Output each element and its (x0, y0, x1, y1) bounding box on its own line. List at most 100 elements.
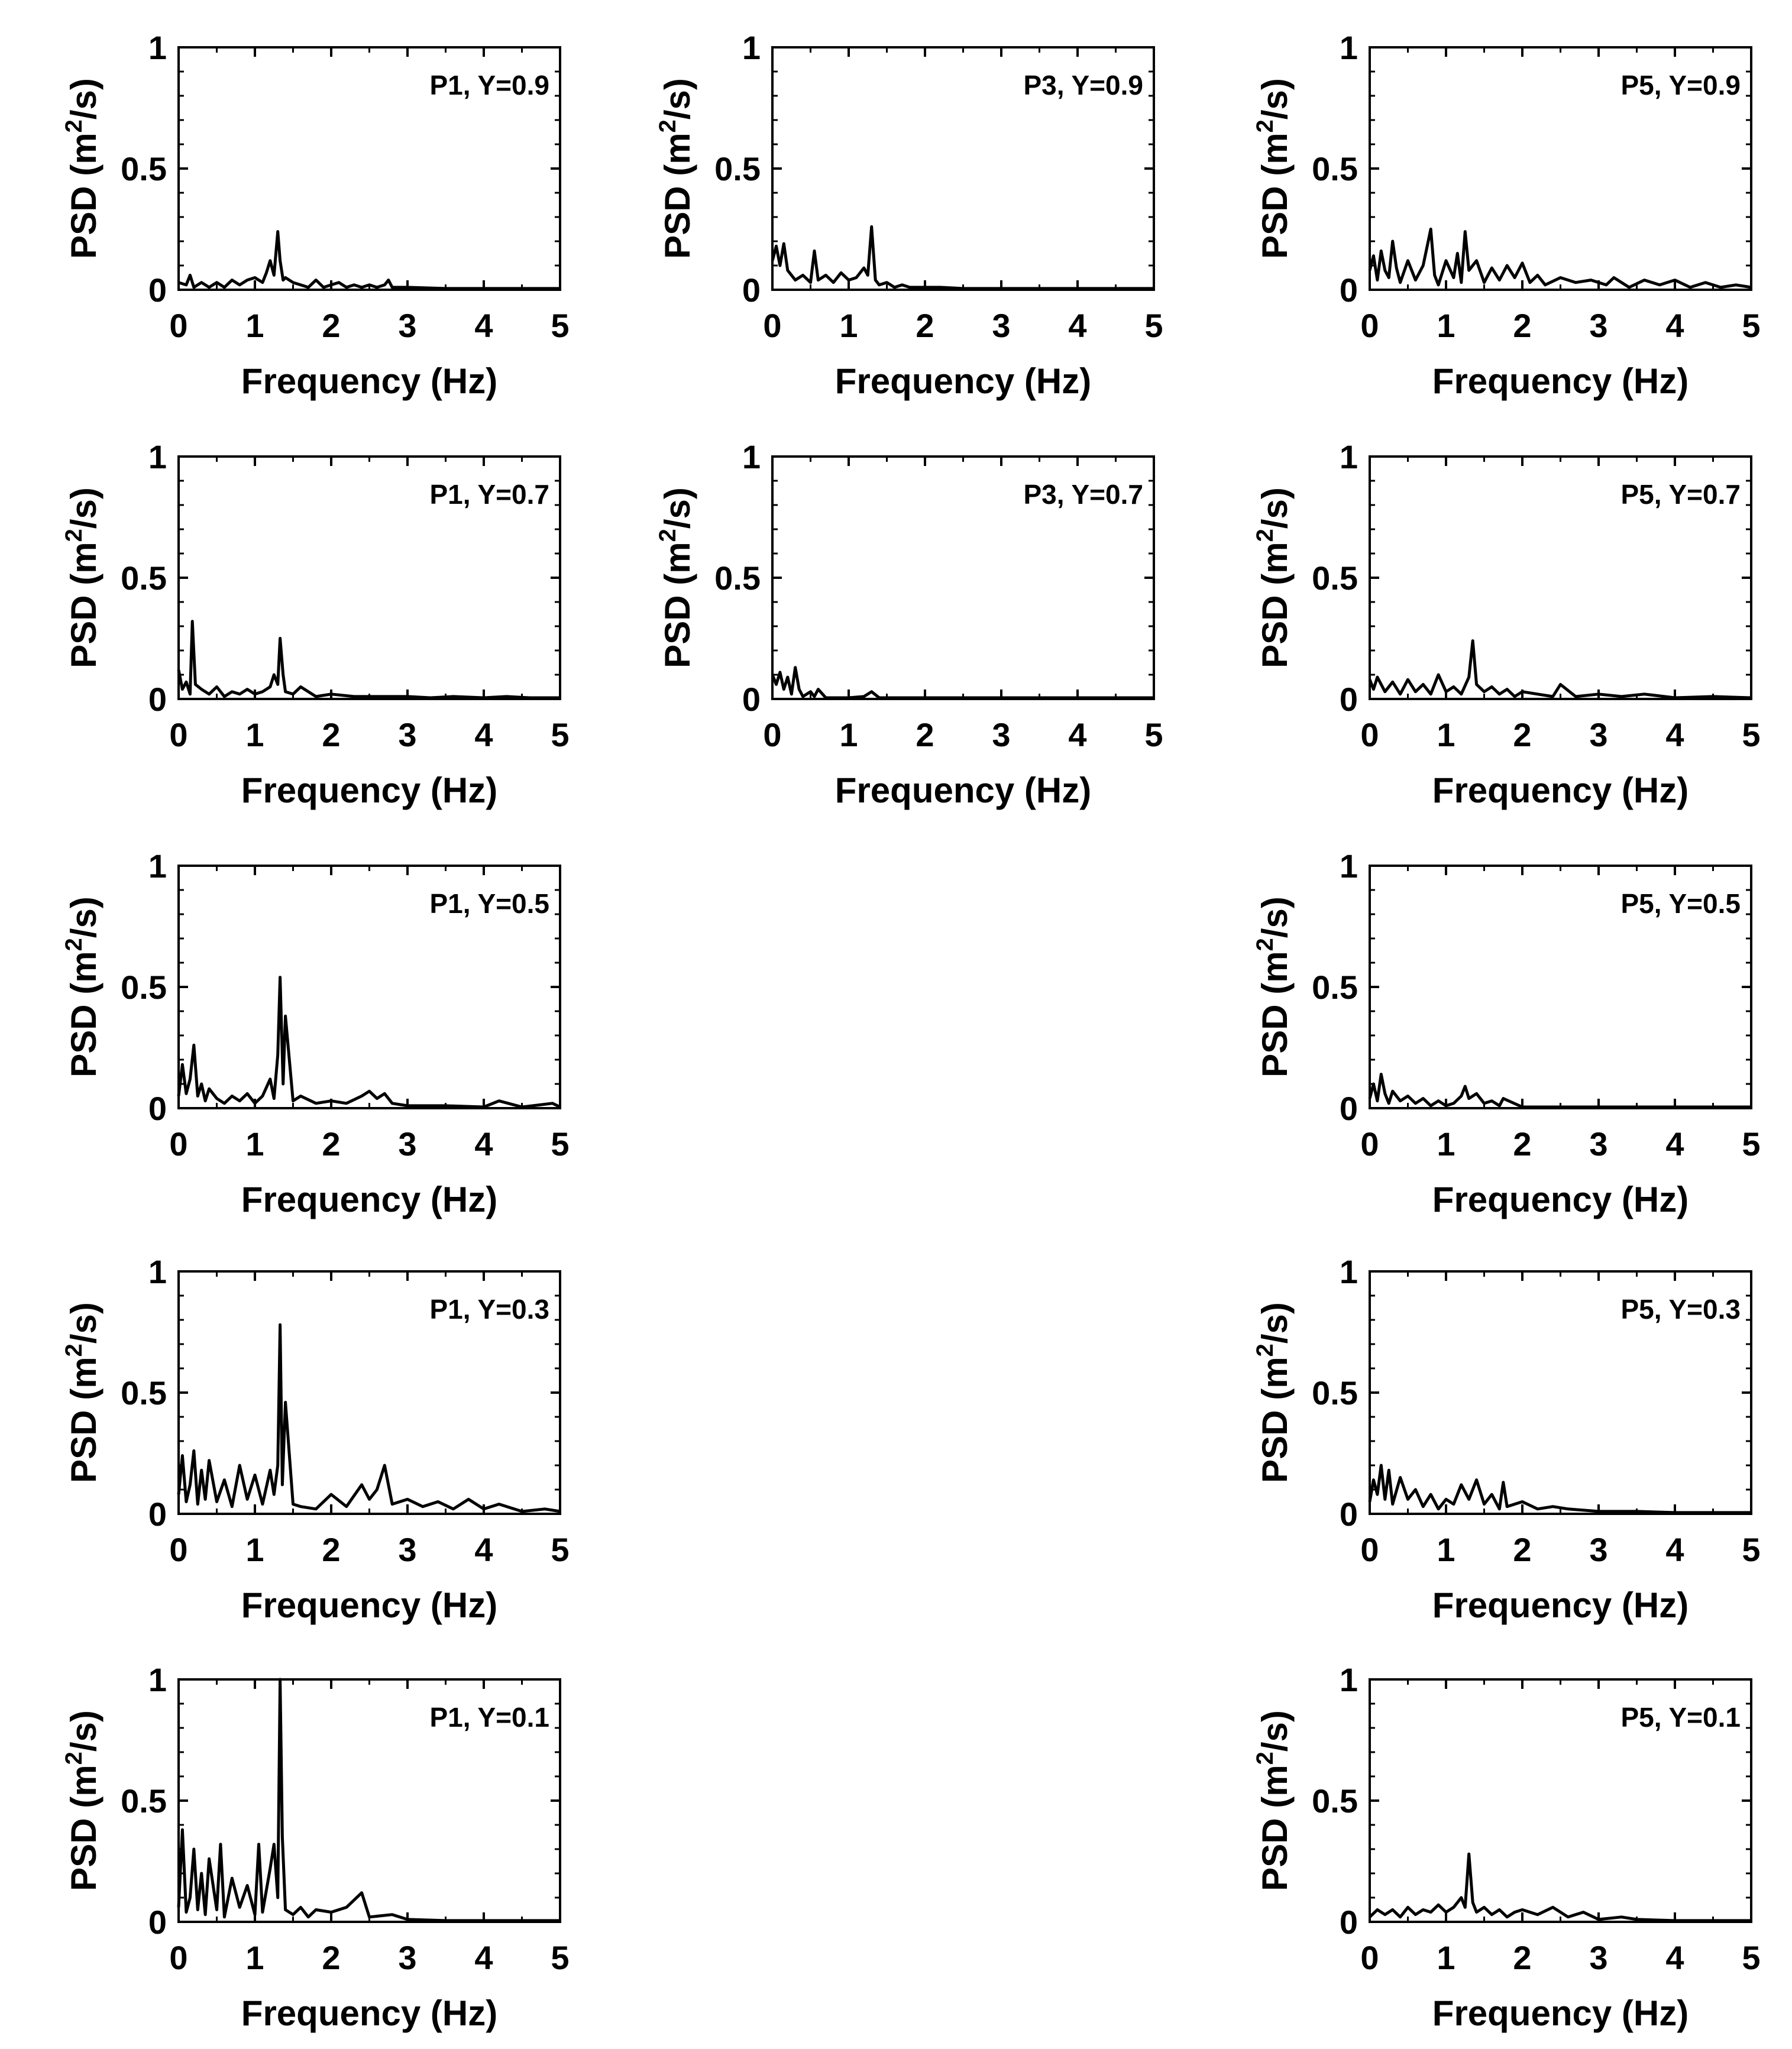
x-axis-label: Frequency (Hz) (835, 361, 1091, 401)
y-axis-label-superscript: 2 (61, 1344, 87, 1357)
y-tick-label: 0.5 (121, 1374, 167, 1412)
y-axis-label-end: /s) (64, 78, 103, 119)
y-axis-label-main: PSD (m (64, 951, 103, 1077)
y-tick-label: 1 (1340, 847, 1358, 885)
y-axis-label: PSD (m2/s) (61, 78, 103, 259)
psd-series-line (1369, 1852, 1751, 1922)
x-tick-label: 0 (169, 307, 187, 344)
x-tick-label: 2 (916, 307, 934, 344)
psd-series-line (771, 666, 1154, 700)
x-axis-label: Frequency (Hz) (1432, 1993, 1689, 2033)
y-tick-label: 1 (148, 29, 167, 66)
x-tick-label: 0 (763, 716, 781, 753)
y-axis-label-end: /s) (64, 896, 103, 938)
y-tick-label: 0 (148, 271, 167, 309)
x-tick-label: 1 (1437, 307, 1455, 344)
panel-label: P5, Y=0.3 (1621, 1294, 1741, 1325)
x-tick-label: 2 (322, 1939, 340, 1976)
y-axis-label-end: /s) (658, 487, 697, 529)
x-tick-label: 0 (169, 1939, 187, 1976)
x-tick-label: 4 (1665, 1939, 1684, 1976)
x-tick-label: 4 (474, 1939, 493, 1976)
y-axis-label: PSD (m2/s) (1252, 1710, 1295, 1891)
x-tick-label: 0 (169, 1125, 187, 1163)
y-tick-label: 0.5 (121, 1782, 167, 1820)
y-axis-label: PSD (m2/s) (655, 78, 697, 259)
psd-series-line (1368, 1073, 1751, 1109)
x-tick-label: 3 (1589, 307, 1607, 344)
x-tick-label: 0 (763, 307, 781, 344)
y-tick-label: 0.5 (121, 969, 167, 1006)
panel-label: P1, Y=0.3 (430, 1294, 550, 1325)
panel-label: P1, Y=0.9 (430, 70, 550, 101)
psd-panel-P5-Y0.5: 0 1 2 3 4 5 0 0.5 1 P5, Y=0.5 Frequency (Hz) PSD (m… (1252, 847, 1761, 1219)
y-axis-label-superscript: 2 (61, 529, 87, 542)
x-tick-label: 0 (1360, 716, 1379, 753)
psd-panel-P5-Y0.1: 0 1 2 3 4 5 0 0.5 1 P5, Y=0.1 Frequency (Hz) PSD (m… (1252, 1661, 1761, 2033)
x-tick-label: 3 (398, 1531, 416, 1568)
panel-label: P1, Y=0.1 (430, 1702, 550, 1733)
x-tick-label: 0 (169, 1531, 187, 1568)
x-tick-label: 0 (169, 716, 187, 753)
x-tick-label: 3 (1589, 1531, 1607, 1568)
x-tick-label: 2 (1513, 1531, 1531, 1568)
y-axis-label-end: /s) (64, 1302, 103, 1344)
y-axis-label-end: /s) (1255, 896, 1295, 938)
x-tick-label: 5 (1742, 716, 1760, 753)
y-axis-label-main: PSD (m (64, 1357, 103, 1482)
y-tick-label: 1 (148, 438, 167, 475)
y-axis-label-superscript: 2 (655, 119, 681, 132)
y-axis-label-main: PSD (m (658, 542, 697, 668)
y-axis-label-end: /s) (1255, 1710, 1295, 1752)
panel-label: P3, Y=0.7 (1024, 479, 1144, 510)
y-axis-label: PSD (m2/s) (1252, 896, 1295, 1077)
y-axis-label-main: PSD (m (64, 1765, 103, 1891)
y-axis-label-superscript: 2 (61, 938, 87, 951)
y-axis-label-end: /s) (1255, 78, 1295, 119)
psd-series-line (178, 230, 560, 290)
y-axis-label-superscript: 2 (61, 1752, 87, 1765)
y-tick-label: 0 (1340, 1090, 1358, 1127)
psd-series-line (177, 976, 561, 1109)
y-axis-label-superscript: 2 (1252, 1752, 1278, 1765)
y-tick-label: 0.5 (1312, 559, 1358, 597)
y-axis-label: PSD (m2/s) (1252, 1302, 1295, 1483)
x-tick-label: 2 (1513, 1125, 1531, 1163)
y-axis-label-main: PSD (m (1255, 542, 1295, 668)
y-axis-label-main: PSD (m (1255, 1357, 1295, 1482)
y-tick-label: 1 (148, 847, 167, 885)
x-tick-label: 1 (1437, 1125, 1455, 1163)
y-axis-label-main: PSD (m (1255, 951, 1295, 1077)
y-tick-label: 0.5 (1312, 150, 1358, 187)
x-axis-label: Frequency (Hz) (1432, 1180, 1689, 1219)
y-tick-label: 1 (1340, 1661, 1358, 1698)
x-tick-label: 5 (551, 1939, 569, 1976)
x-tick-label: 5 (1742, 1531, 1760, 1568)
y-axis-label-superscript: 2 (1252, 119, 1278, 132)
y-axis-label-end: /s) (64, 1710, 103, 1752)
y-axis-label-main: PSD (m (658, 132, 697, 258)
x-tick-label: 4 (1665, 1531, 1684, 1568)
y-tick-label: 0.5 (714, 150, 761, 187)
x-tick-label: 0 (1360, 1531, 1379, 1568)
y-tick-label: 1 (1340, 29, 1358, 66)
y-tick-label: 0 (148, 1496, 167, 1533)
x-axis-label: Frequency (Hz) (1432, 771, 1689, 810)
y-axis-label: PSD (m2/s) (1252, 487, 1295, 668)
x-tick-label: 2 (322, 1531, 340, 1568)
x-axis-label: Frequency (Hz) (1432, 361, 1689, 401)
psd-series-line (177, 620, 560, 700)
y-axis-label: PSD (m2/s) (61, 1710, 103, 1891)
y-axis-label-main: PSD (m (1255, 1765, 1295, 1891)
y-axis-label: PSD (m2/s) (61, 896, 103, 1077)
y-tick-label: 1 (148, 1661, 167, 1698)
y-tick-label: 0.5 (121, 559, 167, 597)
psd-series-line (177, 1678, 560, 1922)
y-tick-label: 1 (742, 29, 761, 66)
x-tick-label: 5 (551, 1531, 569, 1568)
x-tick-label: 1 (1437, 1939, 1455, 1976)
y-axis-label: PSD (m2/s) (655, 487, 697, 668)
psd-series-line (1368, 228, 1752, 289)
psd-series-line (1368, 1464, 1751, 1514)
